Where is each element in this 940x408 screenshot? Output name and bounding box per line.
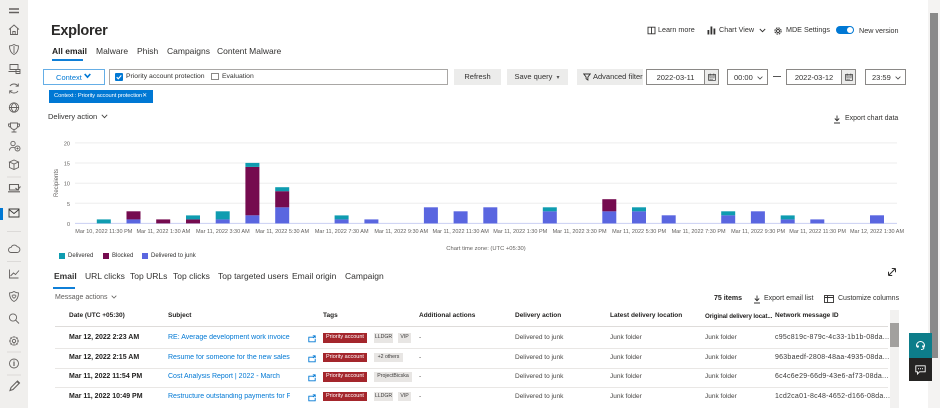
svg-text:10: 10	[64, 182, 70, 188]
svg-text:Mar 11, 2022 7:30 AM: Mar 11, 2022 7:30 AM	[315, 229, 369, 235]
svg-text:Mar 11, 2022 9:30 AM: Mar 11, 2022 9:30 AM	[374, 229, 428, 235]
svg-text:Mar 11, 2022 3:30 PM: Mar 11, 2022 3:30 PM	[553, 229, 607, 235]
svg-text:Mar 11, 2022 1:30 AM: Mar 11, 2022 1:30 AM	[136, 229, 190, 235]
svg-text:5: 5	[67, 202, 70, 208]
svg-text:Mar 11, 2022 9:30 PM: Mar 11, 2022 9:30 PM	[731, 229, 785, 235]
svg-text:Recipients: Recipients	[54, 169, 60, 197]
svg-text:Mar 11, 2022 11:30 AM: Mar 11, 2022 11:30 AM	[433, 229, 490, 235]
svg-text:Mar 10, 2022 11:30 PM: Mar 10, 2022 11:30 PM	[75, 229, 132, 235]
svg-text:Mar 11, 2022 5:30 AM: Mar 11, 2022 5:30 AM	[255, 229, 309, 235]
svg-text:Mar 11, 2022 7:30 PM: Mar 11, 2022 7:30 PM	[672, 229, 726, 235]
svg-text:Mar 11, 2022 5:30 PM: Mar 11, 2022 5:30 PM	[612, 229, 666, 235]
svg-text:20: 20	[64, 141, 70, 147]
svg-text:Chart time zone: (UTC +05:30): Chart time zone: (UTC +05:30)	[446, 246, 525, 252]
svg-text:Mar 12, 2022 1:30 AM: Mar 12, 2022 1:30 AM	[850, 229, 905, 235]
svg-text:15: 15	[64, 162, 70, 168]
svg-text:Mar 11, 2022 1:30 PM: Mar 11, 2022 1:30 PM	[493, 229, 547, 235]
svg-text:Mar 11, 2022 3:30 AM: Mar 11, 2022 3:30 AM	[196, 229, 250, 235]
svg-text:Mar 11, 2022 11:30 PM: Mar 11, 2022 11:30 PM	[789, 229, 846, 235]
svg-text:0: 0	[67, 222, 70, 228]
